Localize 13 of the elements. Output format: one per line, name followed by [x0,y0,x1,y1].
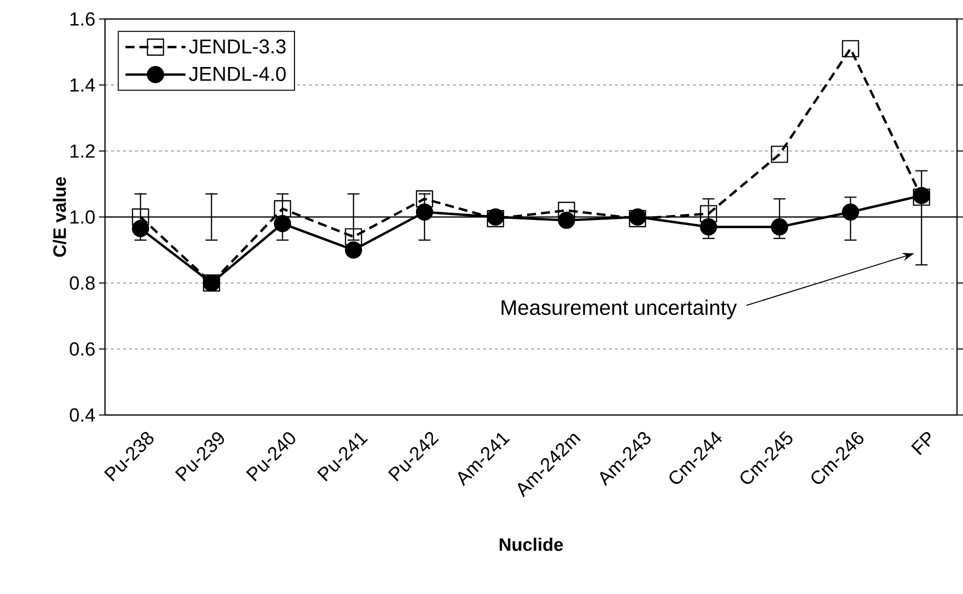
legend-label: JENDL-4.0 [188,66,286,81]
y-tick-label: 0.6 [70,342,95,356]
y-tick-label: 1.0 [70,210,95,224]
legend-label: JENDL-3.3 [188,39,286,54]
y-tick-label: 1.4 [70,78,95,92]
y-tick-label: 0.8 [70,276,95,290]
x-axis-title: Nuclide [500,538,563,551]
x-tick-label: FP [911,432,930,456]
y-tick-label: 0.4 [70,408,95,422]
annotation: Measurement uncertainty [502,300,737,320]
y-tick-label: 1.2 [70,144,95,158]
y-tick-label: 1.6 [70,12,95,26]
y-axis-title: C/E value [52,177,66,257]
